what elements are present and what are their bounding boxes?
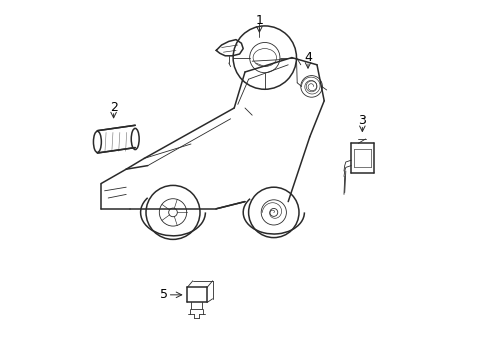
Text: 4: 4	[304, 51, 312, 64]
Text: 2: 2	[110, 101, 118, 114]
Text: 1: 1	[255, 14, 263, 27]
Text: 5: 5	[160, 288, 168, 301]
Text: 3: 3	[358, 114, 367, 127]
